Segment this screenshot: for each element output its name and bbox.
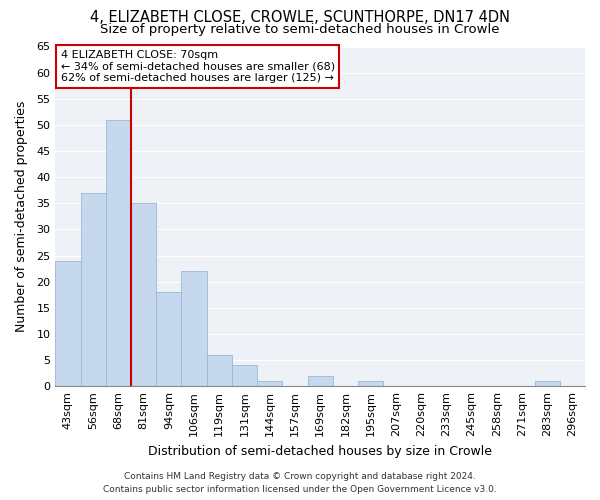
Bar <box>257 381 283 386</box>
Bar <box>181 272 206 386</box>
Text: Contains HM Land Registry data © Crown copyright and database right 2024.
Contai: Contains HM Land Registry data © Crown c… <box>103 472 497 494</box>
Bar <box>308 376 333 386</box>
X-axis label: Distribution of semi-detached houses by size in Crowle: Distribution of semi-detached houses by … <box>148 444 492 458</box>
Text: 4 ELIZABETH CLOSE: 70sqm
← 34% of semi-detached houses are smaller (68)
62% of s: 4 ELIZABETH CLOSE: 70sqm ← 34% of semi-d… <box>61 50 335 83</box>
Bar <box>358 381 383 386</box>
Bar <box>535 381 560 386</box>
Text: 4, ELIZABETH CLOSE, CROWLE, SCUNTHORPE, DN17 4DN: 4, ELIZABETH CLOSE, CROWLE, SCUNTHORPE, … <box>90 10 510 25</box>
Bar <box>55 261 80 386</box>
Bar <box>106 120 131 386</box>
Bar <box>232 366 257 386</box>
Bar <box>206 355 232 386</box>
Bar <box>131 204 156 386</box>
Text: Size of property relative to semi-detached houses in Crowle: Size of property relative to semi-detach… <box>100 22 500 36</box>
Y-axis label: Number of semi-detached properties: Number of semi-detached properties <box>15 100 28 332</box>
Bar <box>156 292 181 386</box>
Bar <box>80 193 106 386</box>
